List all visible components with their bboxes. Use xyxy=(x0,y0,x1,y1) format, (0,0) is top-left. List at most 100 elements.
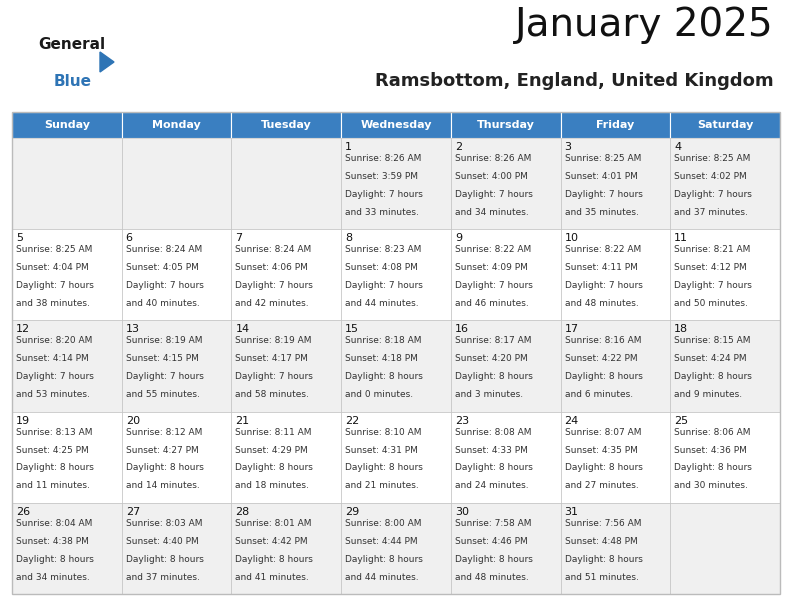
Text: Sunset: 4:24 PM: Sunset: 4:24 PM xyxy=(674,354,747,364)
Text: Sunset: 4:20 PM: Sunset: 4:20 PM xyxy=(455,354,527,364)
Bar xyxy=(12,112,122,138)
Text: 31: 31 xyxy=(565,507,579,517)
Text: Daylight: 8 hours: Daylight: 8 hours xyxy=(126,554,204,564)
Text: Sunrise: 7:58 AM: Sunrise: 7:58 AM xyxy=(455,519,531,528)
Bar xyxy=(670,503,780,594)
Text: Sunday: Sunday xyxy=(44,120,89,130)
Text: 22: 22 xyxy=(345,416,360,425)
Text: and 3 minutes.: and 3 minutes. xyxy=(455,390,523,399)
Text: Sunset: 4:27 PM: Sunset: 4:27 PM xyxy=(126,446,199,455)
Text: 24: 24 xyxy=(565,416,579,425)
Text: Daylight: 8 hours: Daylight: 8 hours xyxy=(565,554,642,564)
Text: Sunrise: 8:20 AM: Sunrise: 8:20 AM xyxy=(16,337,93,345)
Text: 20: 20 xyxy=(126,416,140,425)
Bar xyxy=(341,112,451,138)
Text: Daylight: 7 hours: Daylight: 7 hours xyxy=(565,281,642,290)
Bar xyxy=(12,503,122,594)
Text: Sunset: 4:44 PM: Sunset: 4:44 PM xyxy=(345,537,417,546)
Bar xyxy=(122,112,231,138)
Text: and 55 minutes.: and 55 minutes. xyxy=(126,390,200,399)
Bar xyxy=(12,230,122,321)
Text: Sunset: 4:36 PM: Sunset: 4:36 PM xyxy=(674,446,747,455)
Text: Daylight: 8 hours: Daylight: 8 hours xyxy=(674,372,752,381)
Bar xyxy=(451,112,561,138)
Text: 28: 28 xyxy=(235,507,249,517)
Text: Sunrise: 8:04 AM: Sunrise: 8:04 AM xyxy=(16,519,93,528)
Text: 21: 21 xyxy=(235,416,249,425)
Text: Sunrise: 8:18 AM: Sunrise: 8:18 AM xyxy=(345,337,421,345)
Bar xyxy=(561,138,670,230)
Text: Daylight: 7 hours: Daylight: 7 hours xyxy=(126,281,204,290)
Text: Sunrise: 8:25 AM: Sunrise: 8:25 AM xyxy=(16,245,93,254)
Text: 19: 19 xyxy=(16,416,30,425)
Text: 5: 5 xyxy=(16,233,23,243)
Text: Sunset: 4:40 PM: Sunset: 4:40 PM xyxy=(126,537,199,546)
Text: Daylight: 8 hours: Daylight: 8 hours xyxy=(345,372,423,381)
Text: Sunrise: 8:19 AM: Sunrise: 8:19 AM xyxy=(126,337,202,345)
Bar xyxy=(670,112,780,138)
Bar xyxy=(341,503,451,594)
Text: 12: 12 xyxy=(16,324,30,334)
Text: Sunset: 4:05 PM: Sunset: 4:05 PM xyxy=(126,263,199,272)
Bar xyxy=(231,112,341,138)
Text: and 37 minutes.: and 37 minutes. xyxy=(126,572,200,581)
Text: Sunrise: 8:17 AM: Sunrise: 8:17 AM xyxy=(455,337,531,345)
Text: Sunrise: 8:26 AM: Sunrise: 8:26 AM xyxy=(345,154,421,163)
Text: 10: 10 xyxy=(565,233,579,243)
Text: Sunset: 4:46 PM: Sunset: 4:46 PM xyxy=(455,537,527,546)
Text: Daylight: 7 hours: Daylight: 7 hours xyxy=(126,372,204,381)
Text: Sunrise: 8:21 AM: Sunrise: 8:21 AM xyxy=(674,245,751,254)
Text: Daylight: 8 hours: Daylight: 8 hours xyxy=(455,463,533,472)
Text: and 37 minutes.: and 37 minutes. xyxy=(674,207,748,217)
Text: Daylight: 8 hours: Daylight: 8 hours xyxy=(345,463,423,472)
Text: Sunrise: 8:22 AM: Sunrise: 8:22 AM xyxy=(565,245,641,254)
Text: and 46 minutes.: and 46 minutes. xyxy=(455,299,528,308)
Text: Daylight: 8 hours: Daylight: 8 hours xyxy=(565,372,642,381)
Text: Daylight: 7 hours: Daylight: 7 hours xyxy=(455,281,533,290)
Text: Sunrise: 8:00 AM: Sunrise: 8:00 AM xyxy=(345,519,421,528)
Bar xyxy=(561,412,670,503)
Text: Sunset: 4:38 PM: Sunset: 4:38 PM xyxy=(16,537,89,546)
Text: 13: 13 xyxy=(126,324,139,334)
Text: Blue: Blue xyxy=(54,74,92,89)
Text: Sunset: 4:33 PM: Sunset: 4:33 PM xyxy=(455,446,527,455)
Text: Daylight: 7 hours: Daylight: 7 hours xyxy=(674,190,752,199)
Text: and 24 minutes.: and 24 minutes. xyxy=(455,481,528,490)
Text: Sunset: 4:31 PM: Sunset: 4:31 PM xyxy=(345,446,418,455)
Text: and 38 minutes.: and 38 minutes. xyxy=(16,299,89,308)
Text: Sunrise: 8:25 AM: Sunrise: 8:25 AM xyxy=(565,154,641,163)
Text: Sunset: 4:09 PM: Sunset: 4:09 PM xyxy=(455,263,527,272)
Text: and 18 minutes.: and 18 minutes. xyxy=(235,481,310,490)
Text: Daylight: 8 hours: Daylight: 8 hours xyxy=(455,554,533,564)
Text: and 48 minutes.: and 48 minutes. xyxy=(565,299,638,308)
Text: Sunrise: 8:01 AM: Sunrise: 8:01 AM xyxy=(235,519,312,528)
Text: and 6 minutes.: and 6 minutes. xyxy=(565,390,633,399)
Text: Daylight: 8 hours: Daylight: 8 hours xyxy=(16,554,94,564)
Text: 9: 9 xyxy=(455,233,462,243)
Text: and 27 minutes.: and 27 minutes. xyxy=(565,481,638,490)
Bar xyxy=(231,321,341,412)
Text: Daylight: 8 hours: Daylight: 8 hours xyxy=(16,463,94,472)
Text: 23: 23 xyxy=(455,416,469,425)
Text: Daylight: 8 hours: Daylight: 8 hours xyxy=(565,463,642,472)
Text: 8: 8 xyxy=(345,233,352,243)
Text: Sunrise: 8:03 AM: Sunrise: 8:03 AM xyxy=(126,519,202,528)
Text: and 34 minutes.: and 34 minutes. xyxy=(455,207,528,217)
Text: Sunset: 4:29 PM: Sunset: 4:29 PM xyxy=(235,446,308,455)
Bar xyxy=(451,321,561,412)
Text: and 21 minutes.: and 21 minutes. xyxy=(345,481,419,490)
Text: 1: 1 xyxy=(345,142,352,152)
Text: Sunrise: 8:13 AM: Sunrise: 8:13 AM xyxy=(16,428,93,436)
Bar xyxy=(12,412,122,503)
Text: Sunrise: 8:06 AM: Sunrise: 8:06 AM xyxy=(674,428,751,436)
Text: Daylight: 7 hours: Daylight: 7 hours xyxy=(455,190,533,199)
Bar xyxy=(122,230,231,321)
Text: Daylight: 8 hours: Daylight: 8 hours xyxy=(674,463,752,472)
Text: Sunrise: 8:07 AM: Sunrise: 8:07 AM xyxy=(565,428,641,436)
Bar xyxy=(561,112,670,138)
Text: Sunset: 4:02 PM: Sunset: 4:02 PM xyxy=(674,172,747,181)
Bar xyxy=(231,503,341,594)
Text: Daylight: 7 hours: Daylight: 7 hours xyxy=(235,372,314,381)
Text: 26: 26 xyxy=(16,507,30,517)
Bar xyxy=(670,321,780,412)
